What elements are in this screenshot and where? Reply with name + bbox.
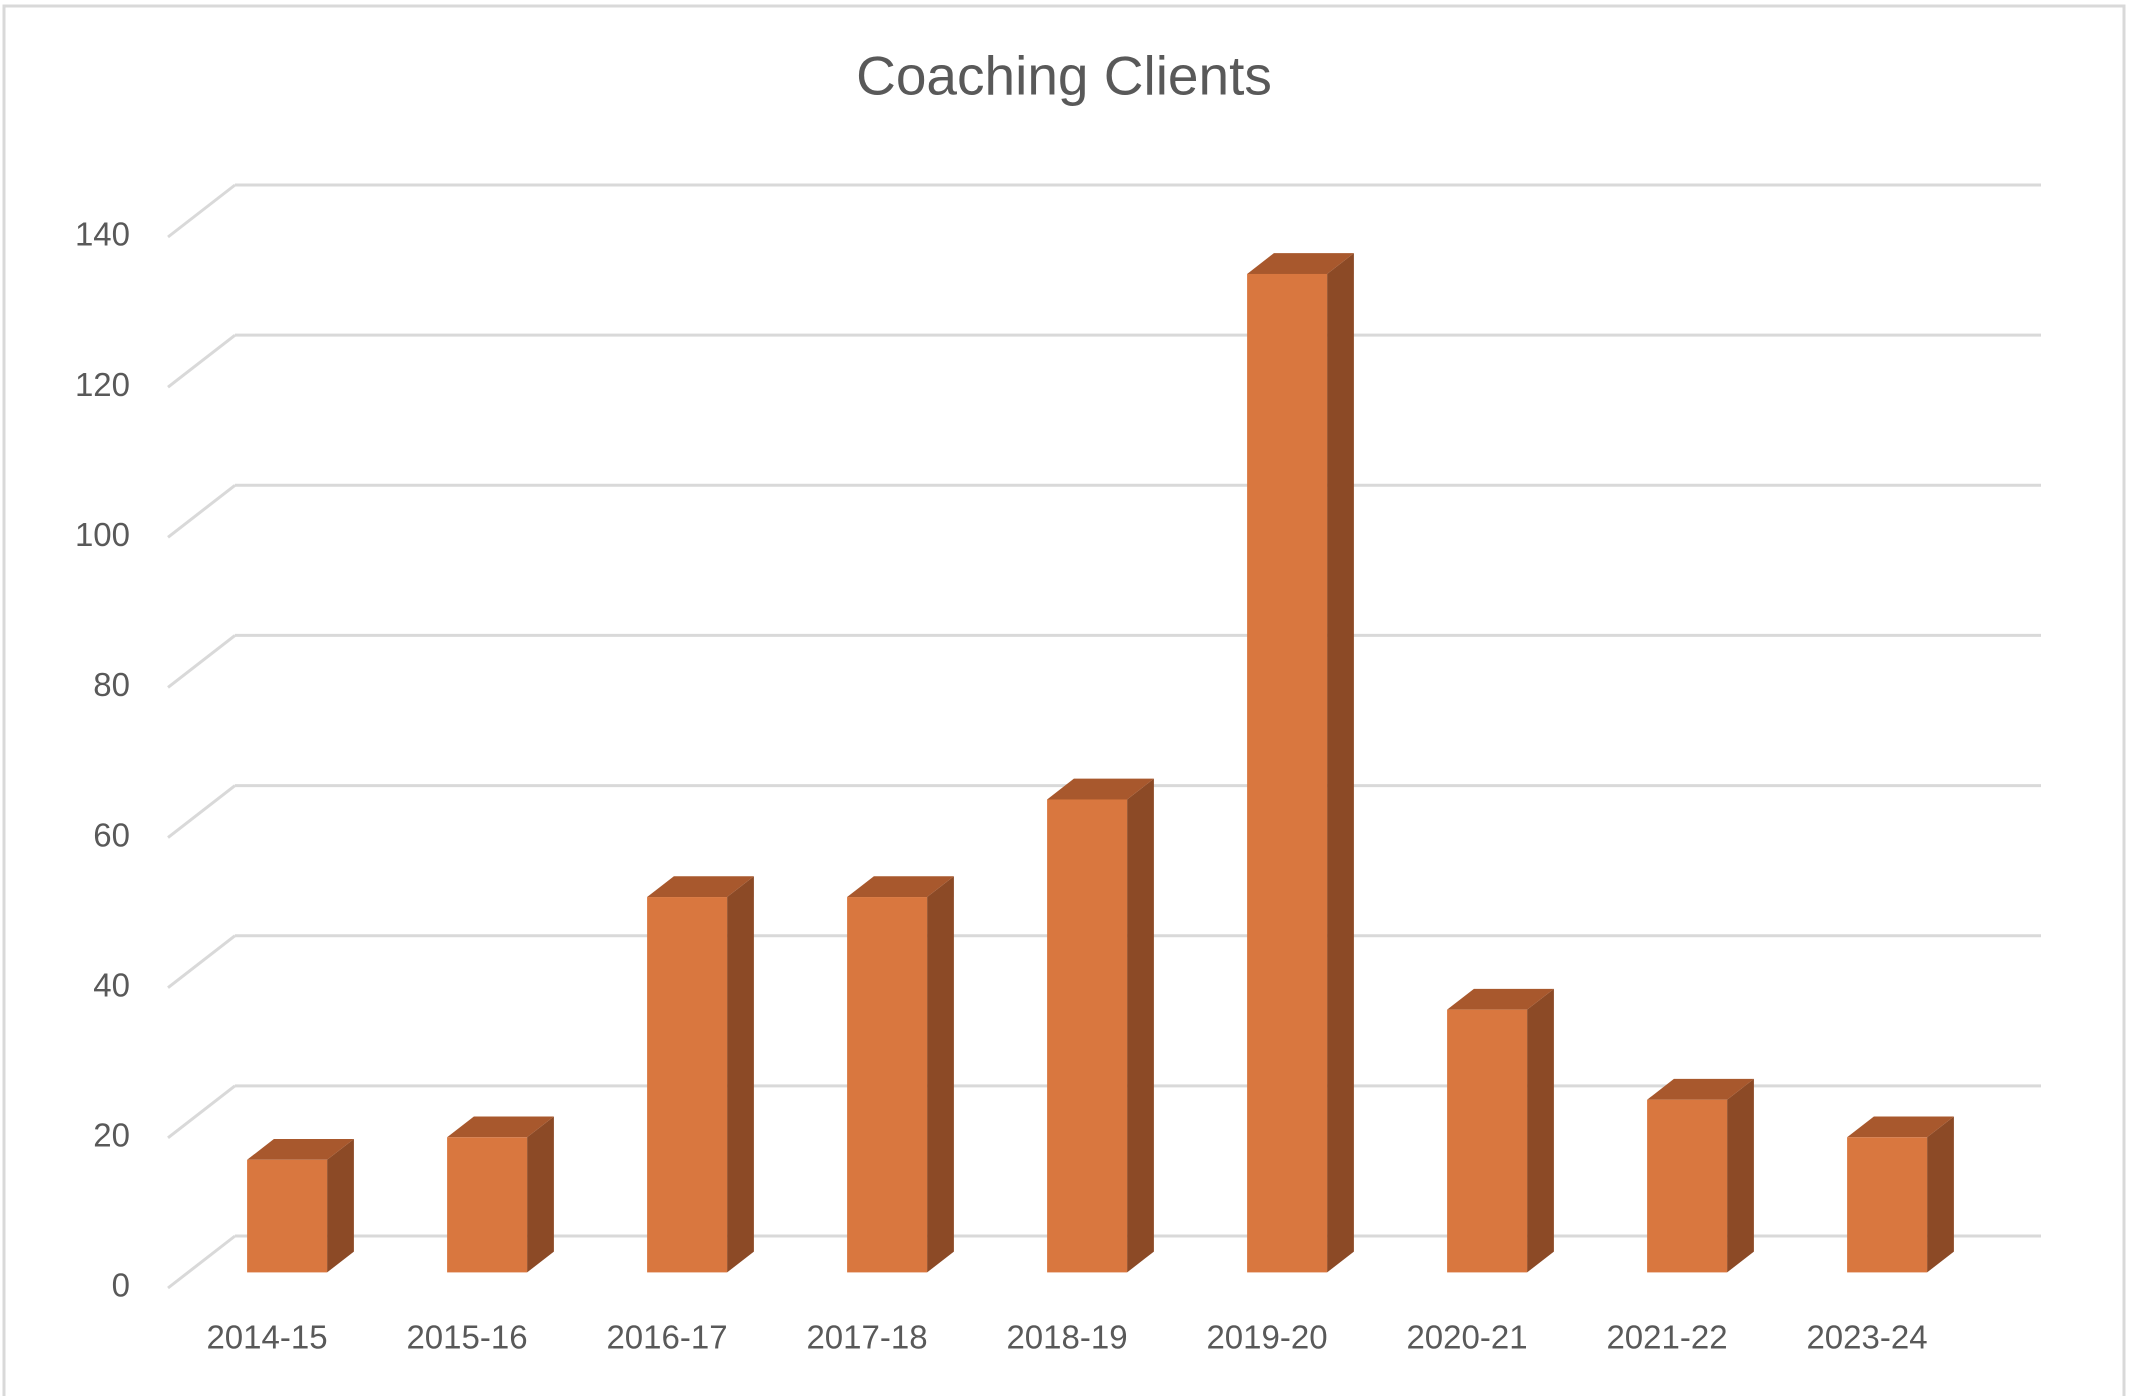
x-tick-label: 2018-19 bbox=[1006, 1319, 1127, 1356]
chart-title: Coaching Clients bbox=[856, 45, 1272, 107]
bar-side bbox=[1127, 778, 1154, 1273]
x-tick-label: 2023-24 bbox=[1806, 1319, 1927, 1356]
grid-diagonal bbox=[167, 934, 236, 989]
bar-top bbox=[1247, 253, 1354, 274]
bar bbox=[1647, 1099, 1728, 1273]
bar-side bbox=[927, 876, 954, 1273]
y-tick-label: 120 bbox=[75, 366, 130, 403]
bar bbox=[1447, 1009, 1528, 1273]
bar bbox=[1247, 273, 1328, 1273]
y-tick-label: 60 bbox=[93, 816, 130, 853]
bar-top bbox=[647, 876, 754, 898]
bar-side bbox=[727, 876, 754, 1273]
bar-top bbox=[447, 1116, 554, 1138]
x-tick-label: 2017-18 bbox=[806, 1319, 927, 1356]
bar-top bbox=[247, 1138, 354, 1160]
x-tick-label: 2014-15 bbox=[206, 1319, 327, 1356]
bar bbox=[1047, 799, 1128, 1273]
bar-side bbox=[527, 1116, 554, 1273]
bar-side bbox=[1527, 988, 1554, 1273]
x-tick-label: 2020-21 bbox=[1406, 1319, 1527, 1356]
bar-top bbox=[1847, 1116, 1954, 1138]
grid-diagonal bbox=[167, 1084, 236, 1140]
grid-diagonal bbox=[167, 484, 236, 539]
y-tick-label: 40 bbox=[93, 966, 130, 1003]
grid-diagonal bbox=[167, 784, 236, 839]
x-tick-label: 2015-16 bbox=[406, 1319, 527, 1356]
bar bbox=[647, 897, 728, 1273]
bar-side bbox=[327, 1138, 354, 1273]
grid-diagonal bbox=[167, 183, 236, 239]
x-tick-label: 2019-20 bbox=[1206, 1319, 1327, 1356]
grid-diagonal bbox=[167, 634, 236, 689]
bar bbox=[447, 1137, 528, 1273]
bar-top bbox=[847, 876, 954, 898]
bar-top bbox=[1047, 778, 1154, 800]
y-tick-label: 20 bbox=[93, 1117, 130, 1154]
bar-side bbox=[1927, 1116, 1954, 1273]
bar-top bbox=[1647, 1078, 1754, 1100]
bar bbox=[1847, 1137, 1928, 1273]
y-tick-label: 0 bbox=[112, 1267, 130, 1304]
y-tick-label: 100 bbox=[75, 516, 130, 553]
bar-side bbox=[1727, 1078, 1754, 1273]
y-tick-label: 140 bbox=[75, 216, 130, 253]
bar bbox=[847, 897, 928, 1273]
x-tick-label: 2016-17 bbox=[606, 1319, 727, 1356]
bar-side bbox=[1327, 253, 1354, 1273]
grid-diagonal bbox=[167, 333, 236, 389]
bar bbox=[247, 1159, 328, 1273]
y-tick-label: 80 bbox=[93, 666, 130, 703]
x-tick-label: 2021-22 bbox=[1606, 1319, 1727, 1356]
grid-diagonal bbox=[167, 1234, 236, 1290]
bar-top bbox=[1447, 988, 1554, 1010]
